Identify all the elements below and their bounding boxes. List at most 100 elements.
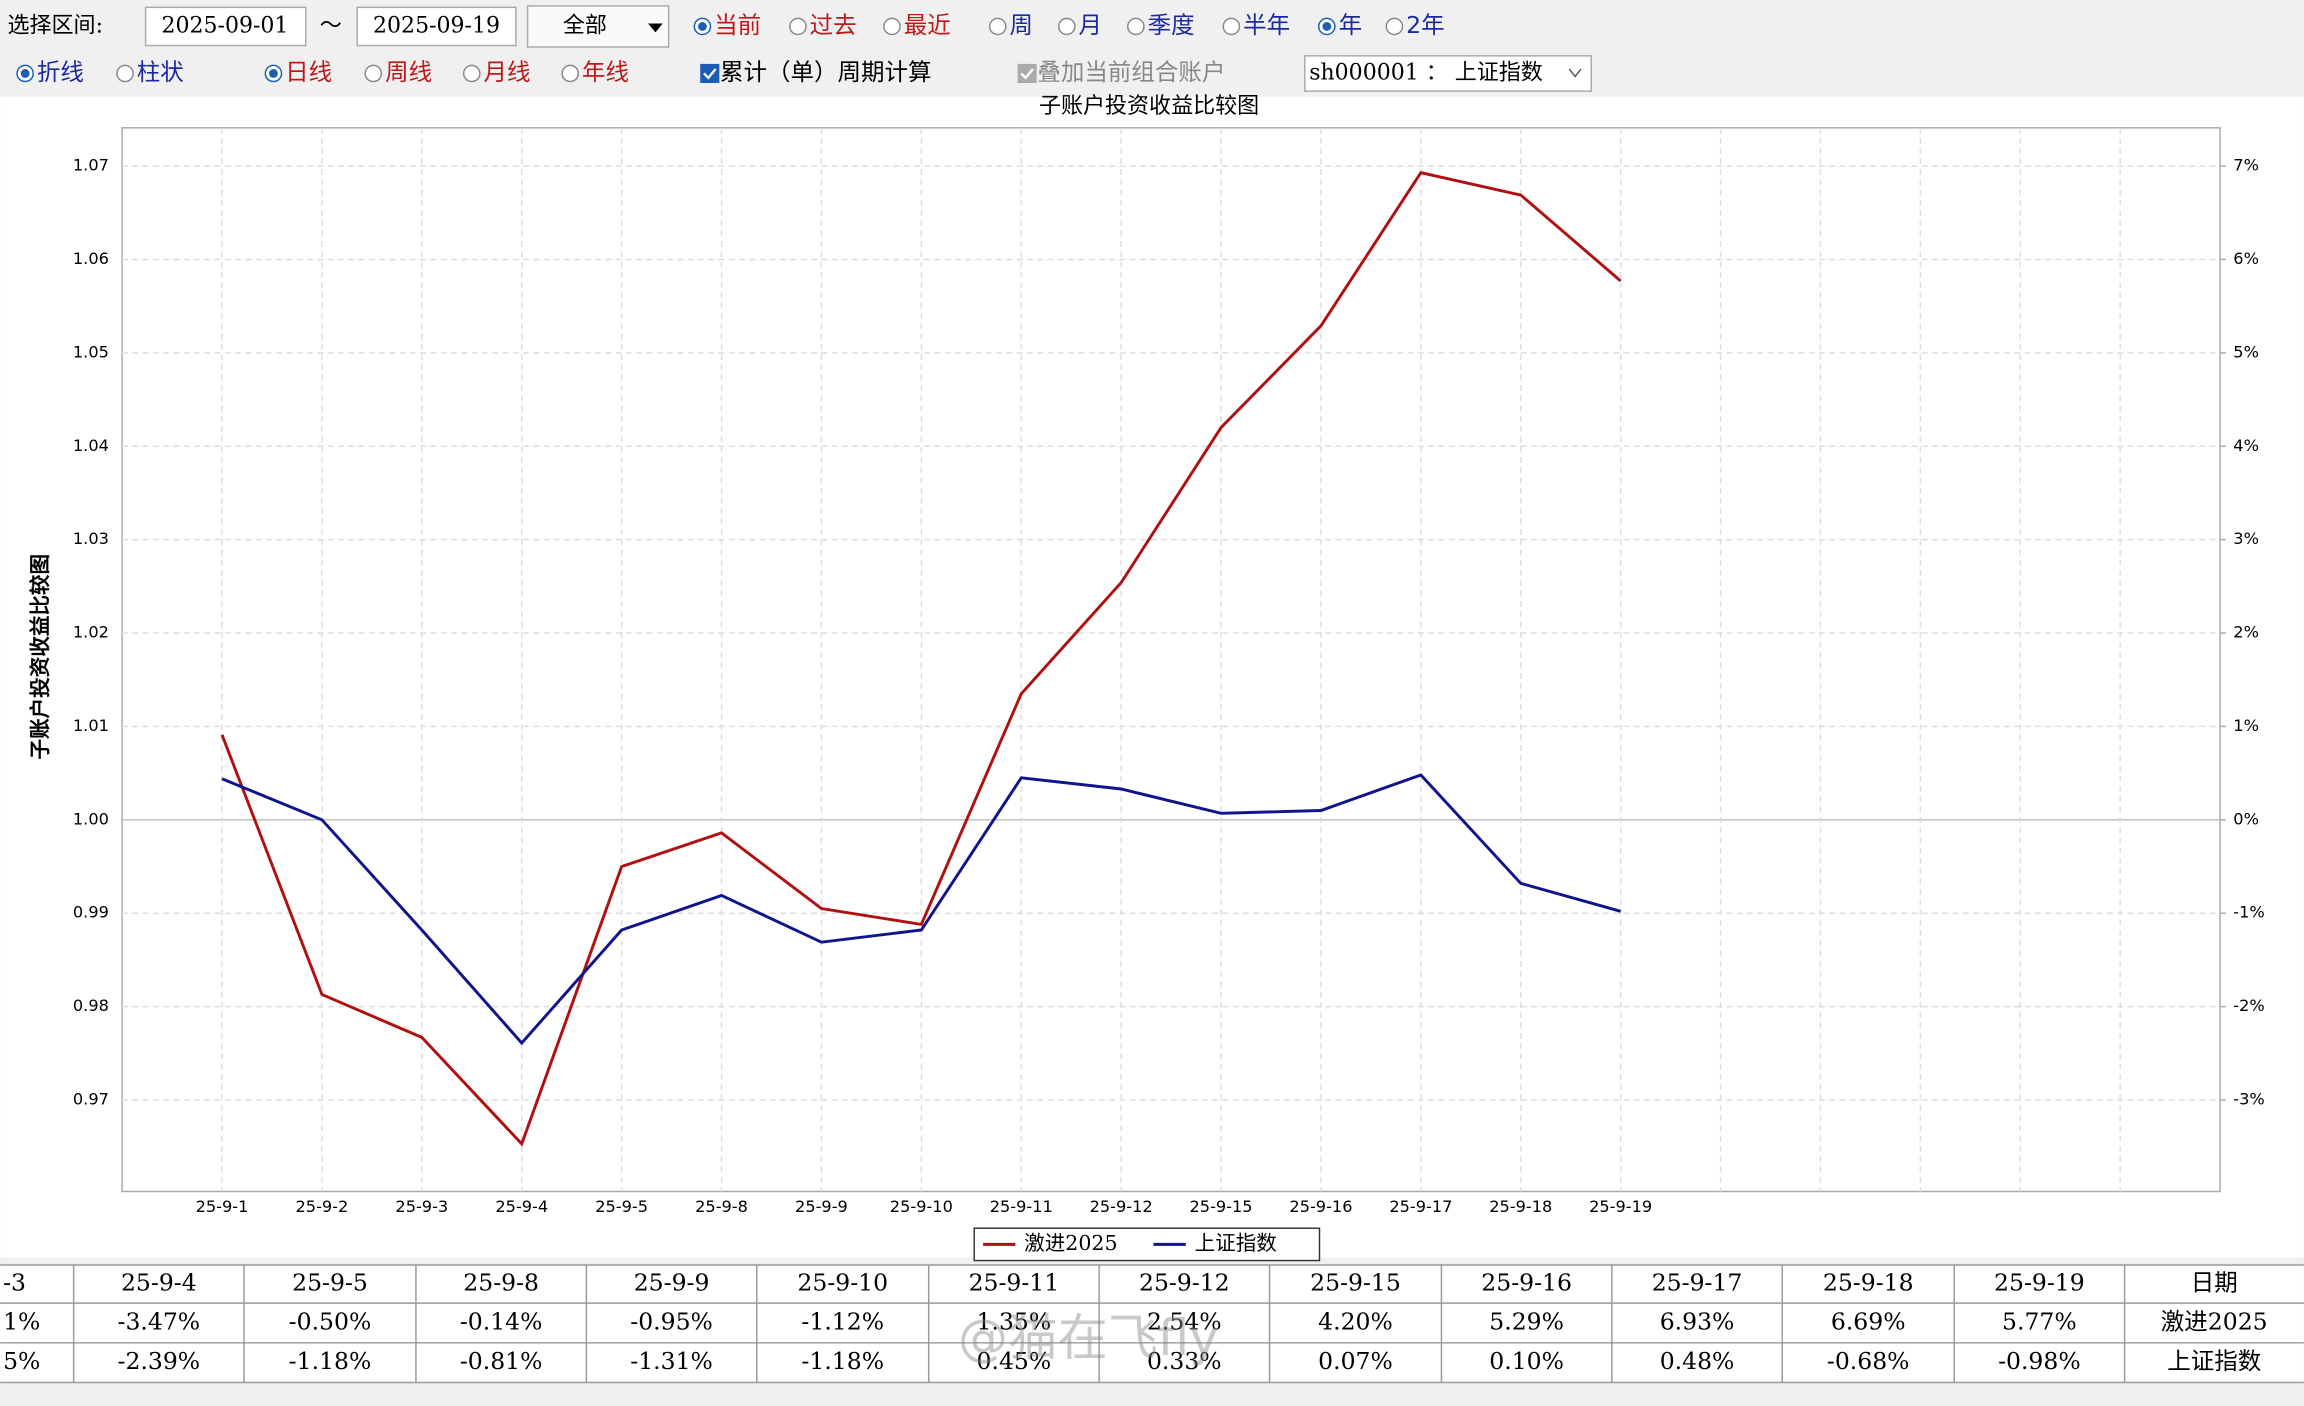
y-tick-label: 1.07 — [73, 156, 109, 175]
table-cell: 上证指数 — [2167, 1347, 2261, 1375]
radio-button[interactable] — [116, 64, 134, 83]
table-cell: 5% — [3, 1347, 40, 1375]
radio-button[interactable] — [1127, 17, 1145, 36]
table-cell: -0.50% — [289, 1307, 372, 1335]
check-mark — [703, 68, 717, 80]
check-mark — [1020, 68, 1034, 80]
table-cell: 25-9-16 — [1481, 1269, 1572, 1297]
table-cell: 0.33% — [1147, 1347, 1222, 1375]
watermark: @猫在飞fly — [958, 1309, 1219, 1367]
x-tick-label: 25-9-19 — [1589, 1197, 1652, 1216]
end-date-input[interactable] — [356, 6, 517, 47]
y2-tick-label: 7% — [2233, 156, 2259, 175]
table-cell: 1% — [3, 1307, 40, 1335]
radio-label[interactable]: 2年 — [1406, 11, 1444, 39]
table-cell: 25-9-11 — [969, 1269, 1060, 1297]
y2-tick-label: -3% — [2233, 1089, 2264, 1108]
table-cell: 激进2025 — [2161, 1307, 2268, 1335]
x-tick-label: 25-9-17 — [1389, 1197, 1452, 1216]
radio-label[interactable]: 最近 — [904, 11, 951, 39]
radio-label[interactable]: 半年 — [1243, 11, 1290, 39]
checkbox-label[interactable]: 累计（单）周期计算 — [720, 58, 932, 86]
radio-dot — [698, 22, 707, 31]
radio-label[interactable]: 年线 — [582, 58, 629, 86]
y-tick-label: 1.00 — [73, 809, 109, 828]
table-cell: 2.54% — [1147, 1307, 1222, 1335]
index-select-value[interactable]: sh000001 ： 上证指数 — [1309, 60, 1543, 85]
x-tick-label: 25-9-5 — [595, 1197, 648, 1216]
y2-tick-label: 5% — [2233, 342, 2259, 361]
table-cell: -1.31% — [630, 1347, 713, 1375]
start-date-input[interactable] — [144, 6, 307, 47]
x-tick-label: 25-9-16 — [1289, 1197, 1352, 1216]
radio-label[interactable]: 周线 — [385, 58, 432, 86]
chart-panel — [0, 96, 2304, 1258]
radio-label[interactable]: 过去 — [810, 11, 857, 39]
y-tick-label: 1.05 — [73, 342, 109, 361]
table-cell: 25-9-17 — [1652, 1269, 1743, 1297]
radio-dot — [269, 69, 278, 78]
radio-label[interactable]: 月线 — [484, 58, 531, 86]
checkbox-label: 叠加当前组合账户 — [1037, 58, 1225, 86]
table-cell: 25-9-4 — [121, 1269, 197, 1297]
radio-button[interactable] — [1057, 17, 1076, 36]
end-date[interactable]: 2025-09-19 — [373, 13, 500, 38]
radio-label[interactable]: 当前 — [714, 11, 761, 39]
x-tick-label: 25-9-9 — [795, 1197, 848, 1216]
table-cell: 0.48% — [1660, 1347, 1735, 1375]
table-cell: -0.14% — [460, 1307, 543, 1335]
x-tick-label: 25-9-12 — [1090, 1197, 1153, 1216]
y-tick-label: 0.97 — [73, 1089, 109, 1108]
radio-button[interactable] — [789, 17, 807, 36]
checkbox — [1017, 63, 1037, 84]
table-cell: -0.81% — [460, 1347, 543, 1375]
y-tick-label: 1.06 — [73, 249, 109, 268]
range-label: 选择区间: — [8, 13, 103, 38]
scope-select[interactable] — [526, 5, 670, 48]
radio-dot — [20, 69, 30, 78]
x-tick-label: 25-9-1 — [196, 1197, 249, 1216]
chart-title: 子账户投资收益比较图 — [1039, 94, 1259, 119]
x-tick-label: 25-9-10 — [890, 1197, 953, 1216]
x-tick-label: 25-9-4 — [495, 1197, 548, 1216]
radio-button[interactable] — [462, 64, 481, 83]
radio-label[interactable]: 日线 — [285, 58, 332, 86]
table-cell: -0.95% — [630, 1307, 713, 1335]
radio-label[interactable]: 周 — [1009, 11, 1032, 39]
x-tick-label: 25-9-3 — [395, 1197, 448, 1216]
radio-label[interactable]: 年 — [1339, 11, 1362, 39]
start-date[interactable]: 2025-09-01 — [161, 13, 288, 38]
table-cell: 日期 — [2191, 1269, 2238, 1297]
table-cell: -0.98% — [1998, 1347, 2081, 1375]
table-cell: 6.69% — [1831, 1307, 1906, 1335]
dropdown-arrow — [648, 23, 663, 33]
x-tick-label: 25-9-2 — [296, 1197, 349, 1216]
y2-tick-label: 0% — [2233, 809, 2259, 828]
index-select[interactable] — [1304, 55, 1593, 92]
tilde: ～ — [320, 13, 342, 38]
radio-button[interactable] — [364, 64, 383, 83]
table-cell: 5.29% — [1489, 1307, 1564, 1335]
radio-button[interactable] — [1222, 17, 1241, 36]
checkbox[interactable] — [700, 63, 720, 84]
table-cell: 4.20% — [1318, 1307, 1393, 1335]
table-cell: 25-9-10 — [797, 1269, 888, 1297]
radio-label[interactable]: 季度 — [1148, 11, 1195, 39]
table-cell: 0.45% — [977, 1347, 1052, 1375]
radio-button[interactable] — [1385, 17, 1404, 36]
radio-label[interactable]: 柱状 — [137, 58, 184, 86]
legend — [973, 1227, 1321, 1262]
y2-tick-label: 2% — [2233, 623, 2259, 642]
radio-label[interactable]: 月 — [1079, 11, 1103, 39]
y-tick-label: 1.02 — [73, 623, 109, 642]
y-tick-label: 0.99 — [73, 903, 109, 922]
table-cell: -3.47% — [118, 1307, 201, 1335]
y2-tick-label: 3% — [2233, 529, 2259, 548]
radio-button[interactable] — [561, 64, 580, 83]
radio-button[interactable] — [883, 17, 901, 36]
scope-value[interactable]: 全部 — [563, 13, 607, 38]
radio-button[interactable] — [988, 17, 1007, 36]
radio-label[interactable]: 折线 — [37, 58, 84, 86]
